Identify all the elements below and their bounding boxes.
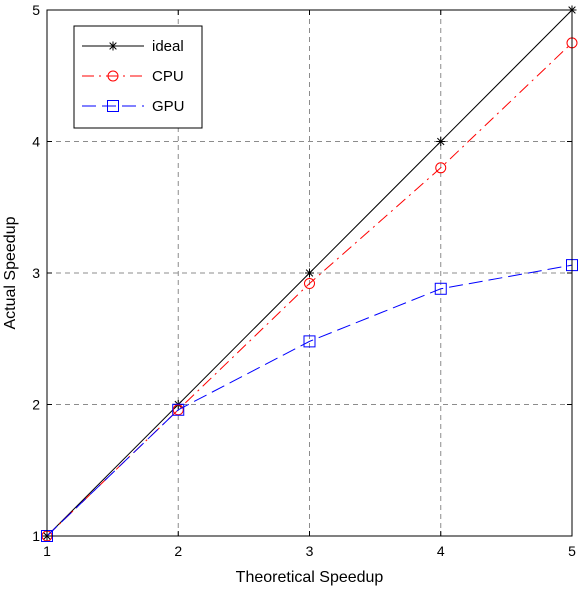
legend-marker-ideal [108, 41, 118, 51]
legend-box [73, 25, 203, 129]
legend-marker-cpu [107, 70, 119, 82]
legend-marker-gpu [107, 100, 119, 112]
y-tick-label: 3 [32, 265, 40, 281]
plot-area [41, 5, 578, 542]
series-point-ideal [305, 268, 314, 278]
series-point-gpu [172, 403, 185, 416]
x-tick-label: 1 [43, 543, 51, 559]
y-tick-label: 5 [32, 2, 40, 18]
y-tick-label: 2 [32, 397, 40, 413]
series-point-ideal [436, 137, 446, 146]
series-point-gpu [434, 282, 447, 295]
series-point-gpu [303, 335, 316, 348]
x-tick-label: 4 [437, 543, 445, 559]
series-point-cpu [435, 162, 447, 174]
y-tick-label: 4 [32, 134, 40, 150]
x-tick-label: 2 [174, 543, 182, 559]
axis-ticks: 1 2 3 4 5 1 2 3 4 5 [32, 2, 576, 559]
y-axis-label: Actual Speedup [2, 216, 19, 329]
x-tick-label: 3 [306, 543, 314, 559]
x-axis-label: Theoretical Speedup [236, 569, 384, 586]
legend-label-cpu: CPU [152, 68, 184, 85]
legend-label-gpu: GPU [152, 98, 185, 115]
legend-label-ideal: ideal [152, 38, 184, 55]
series-line-gpu [46, 264, 573, 537]
y-tick-label: 1 [32, 528, 40, 544]
x-tick-label: 5 [568, 543, 576, 559]
legend: ideal CPU GPU [73, 25, 203, 129]
series-point-cpu [304, 278, 315, 290]
